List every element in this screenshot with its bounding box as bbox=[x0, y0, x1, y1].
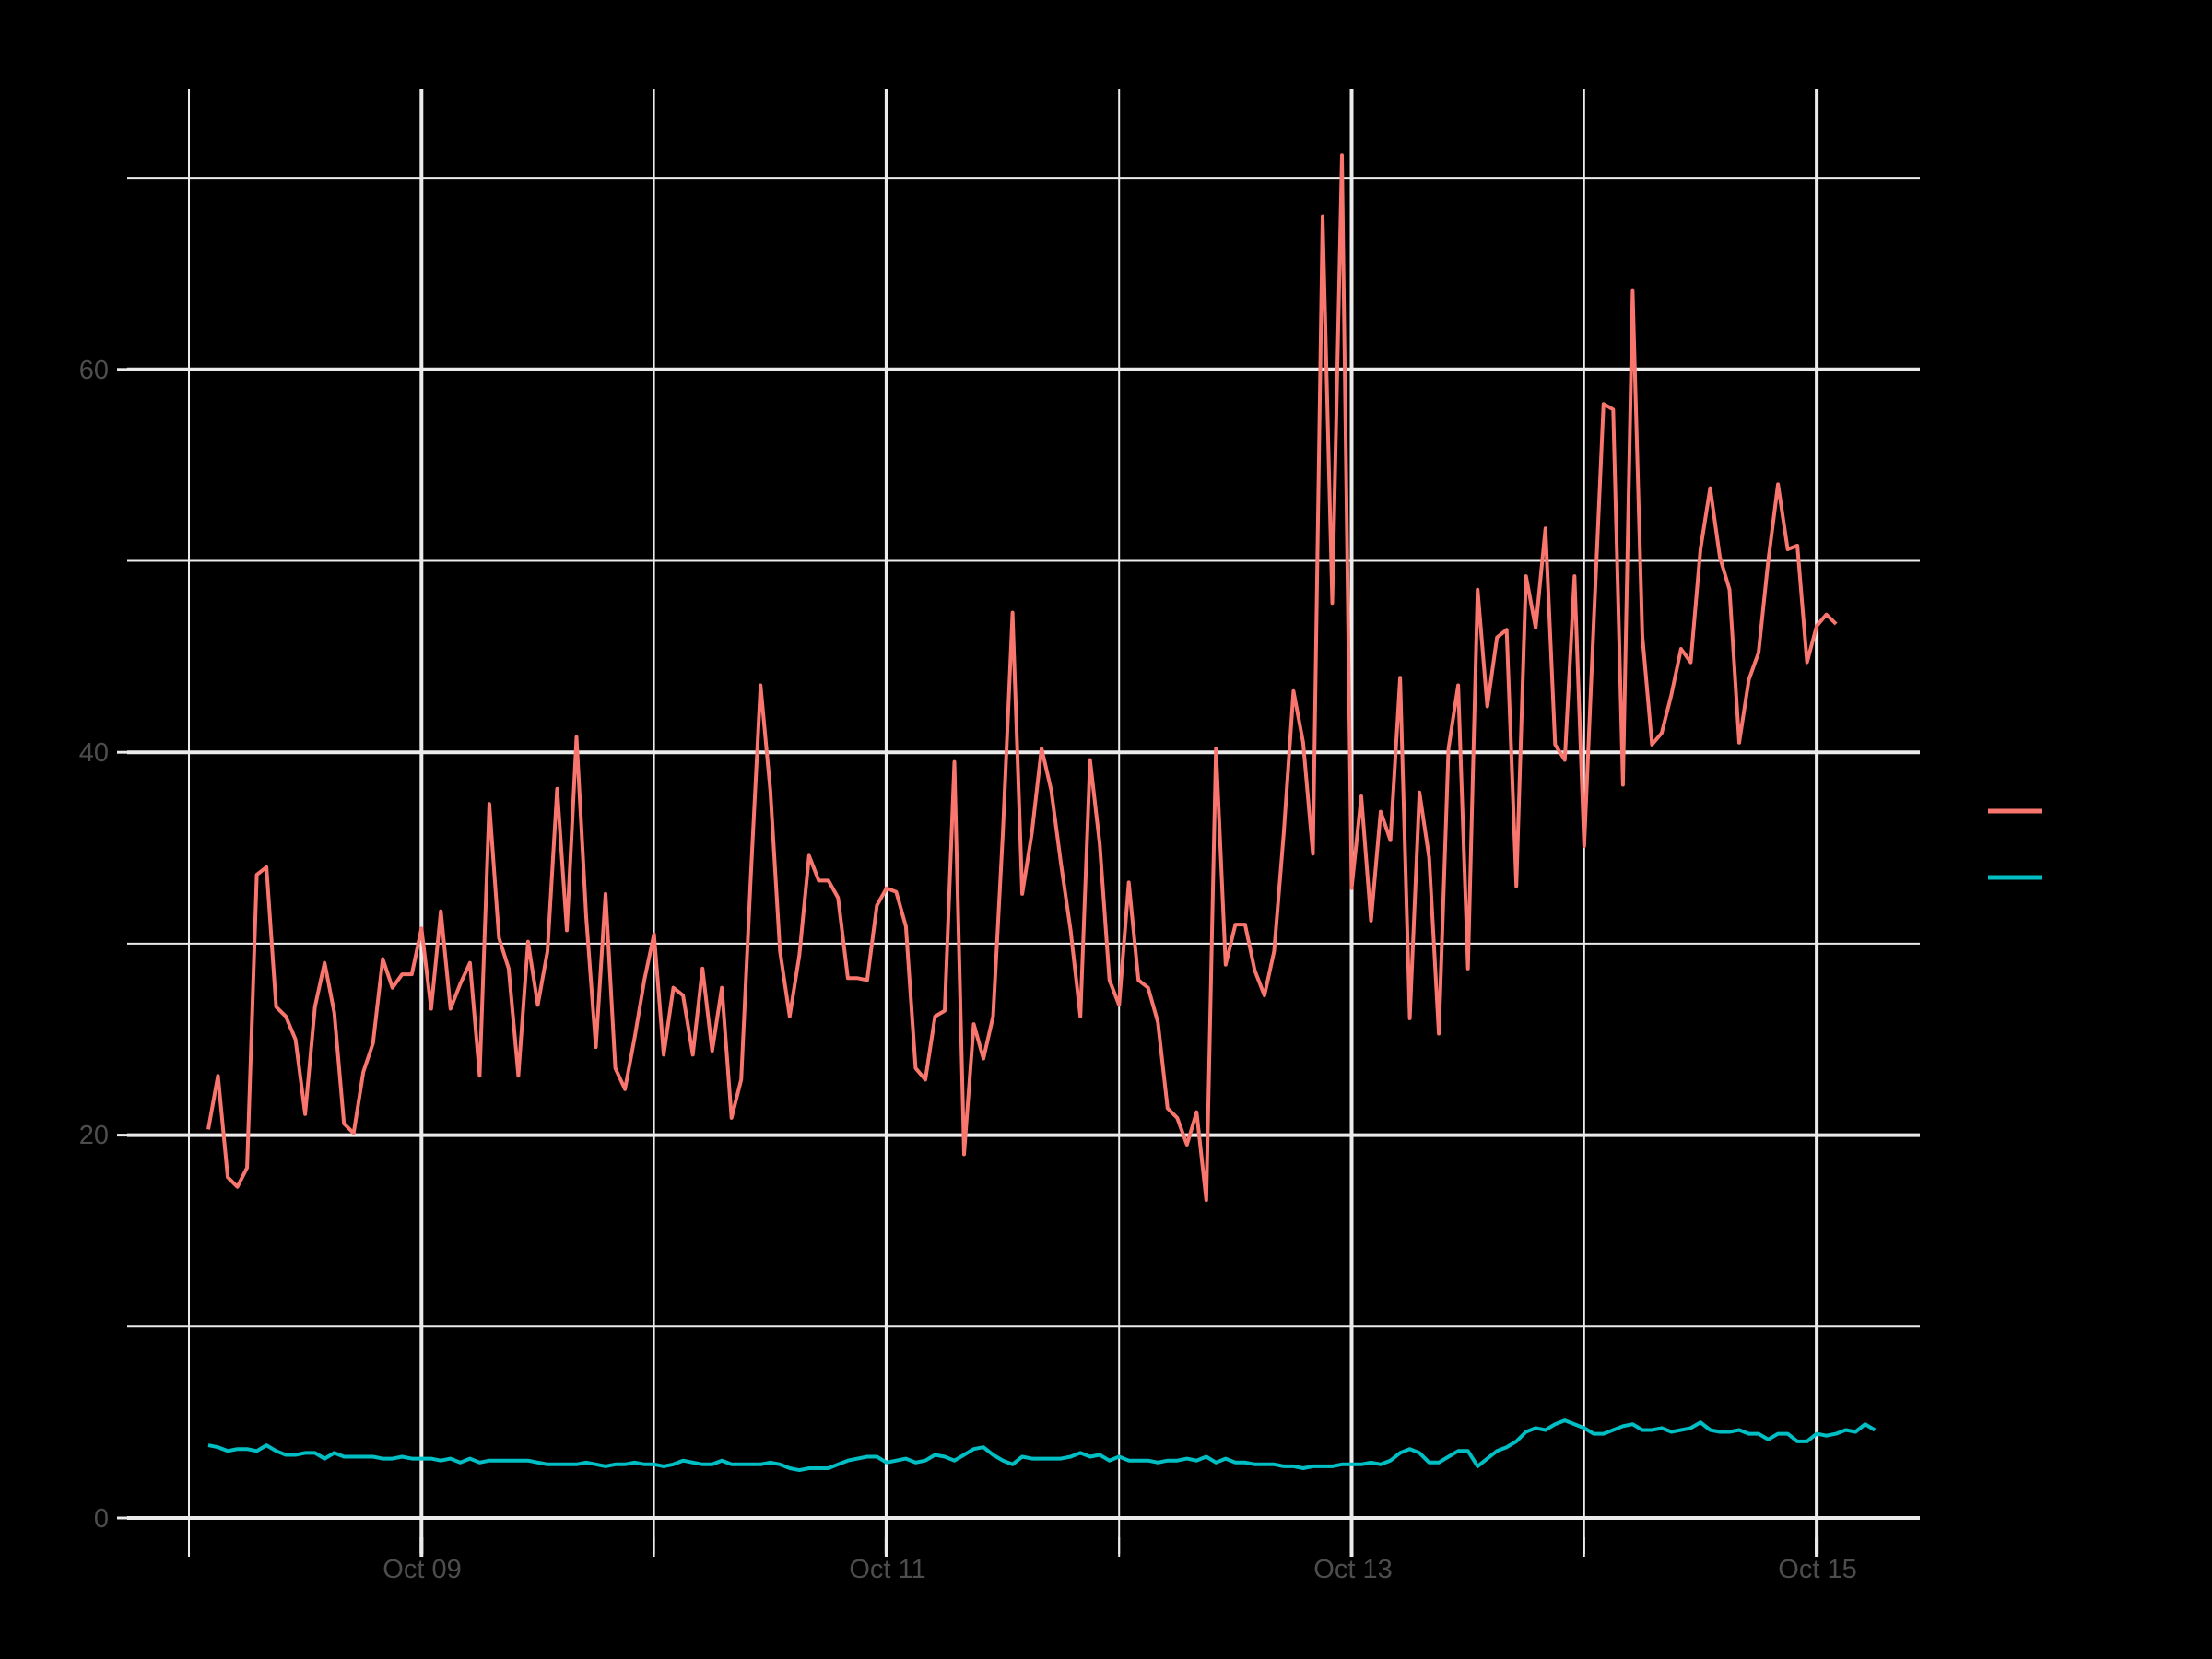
axis-ticks bbox=[117, 368, 1819, 1557]
x-tick-label: Oct 09 bbox=[382, 1555, 461, 1584]
legend bbox=[1988, 808, 2042, 880]
y-tick-label: 20 bbox=[79, 1121, 109, 1150]
y-tick-label: 0 bbox=[94, 1504, 109, 1534]
y-tick-label: 40 bbox=[79, 738, 109, 768]
series-line-2 bbox=[207, 1418, 1877, 1473]
x-tick-label: Oct 13 bbox=[1313, 1555, 1392, 1584]
x-tick-label: Oct 11 bbox=[849, 1555, 925, 1584]
x-axis-labels: Oct 09 Oct 11 Oct 13 Oct 15 bbox=[382, 1555, 1856, 1584]
data-series bbox=[206, 153, 1877, 1473]
x-tick-label: Oct 15 bbox=[1778, 1555, 1856, 1584]
series-line-1 bbox=[206, 153, 1838, 1203]
y-tick-label: 60 bbox=[79, 356, 109, 385]
y-axis-labels: 0 20 40 60 bbox=[79, 356, 109, 1534]
